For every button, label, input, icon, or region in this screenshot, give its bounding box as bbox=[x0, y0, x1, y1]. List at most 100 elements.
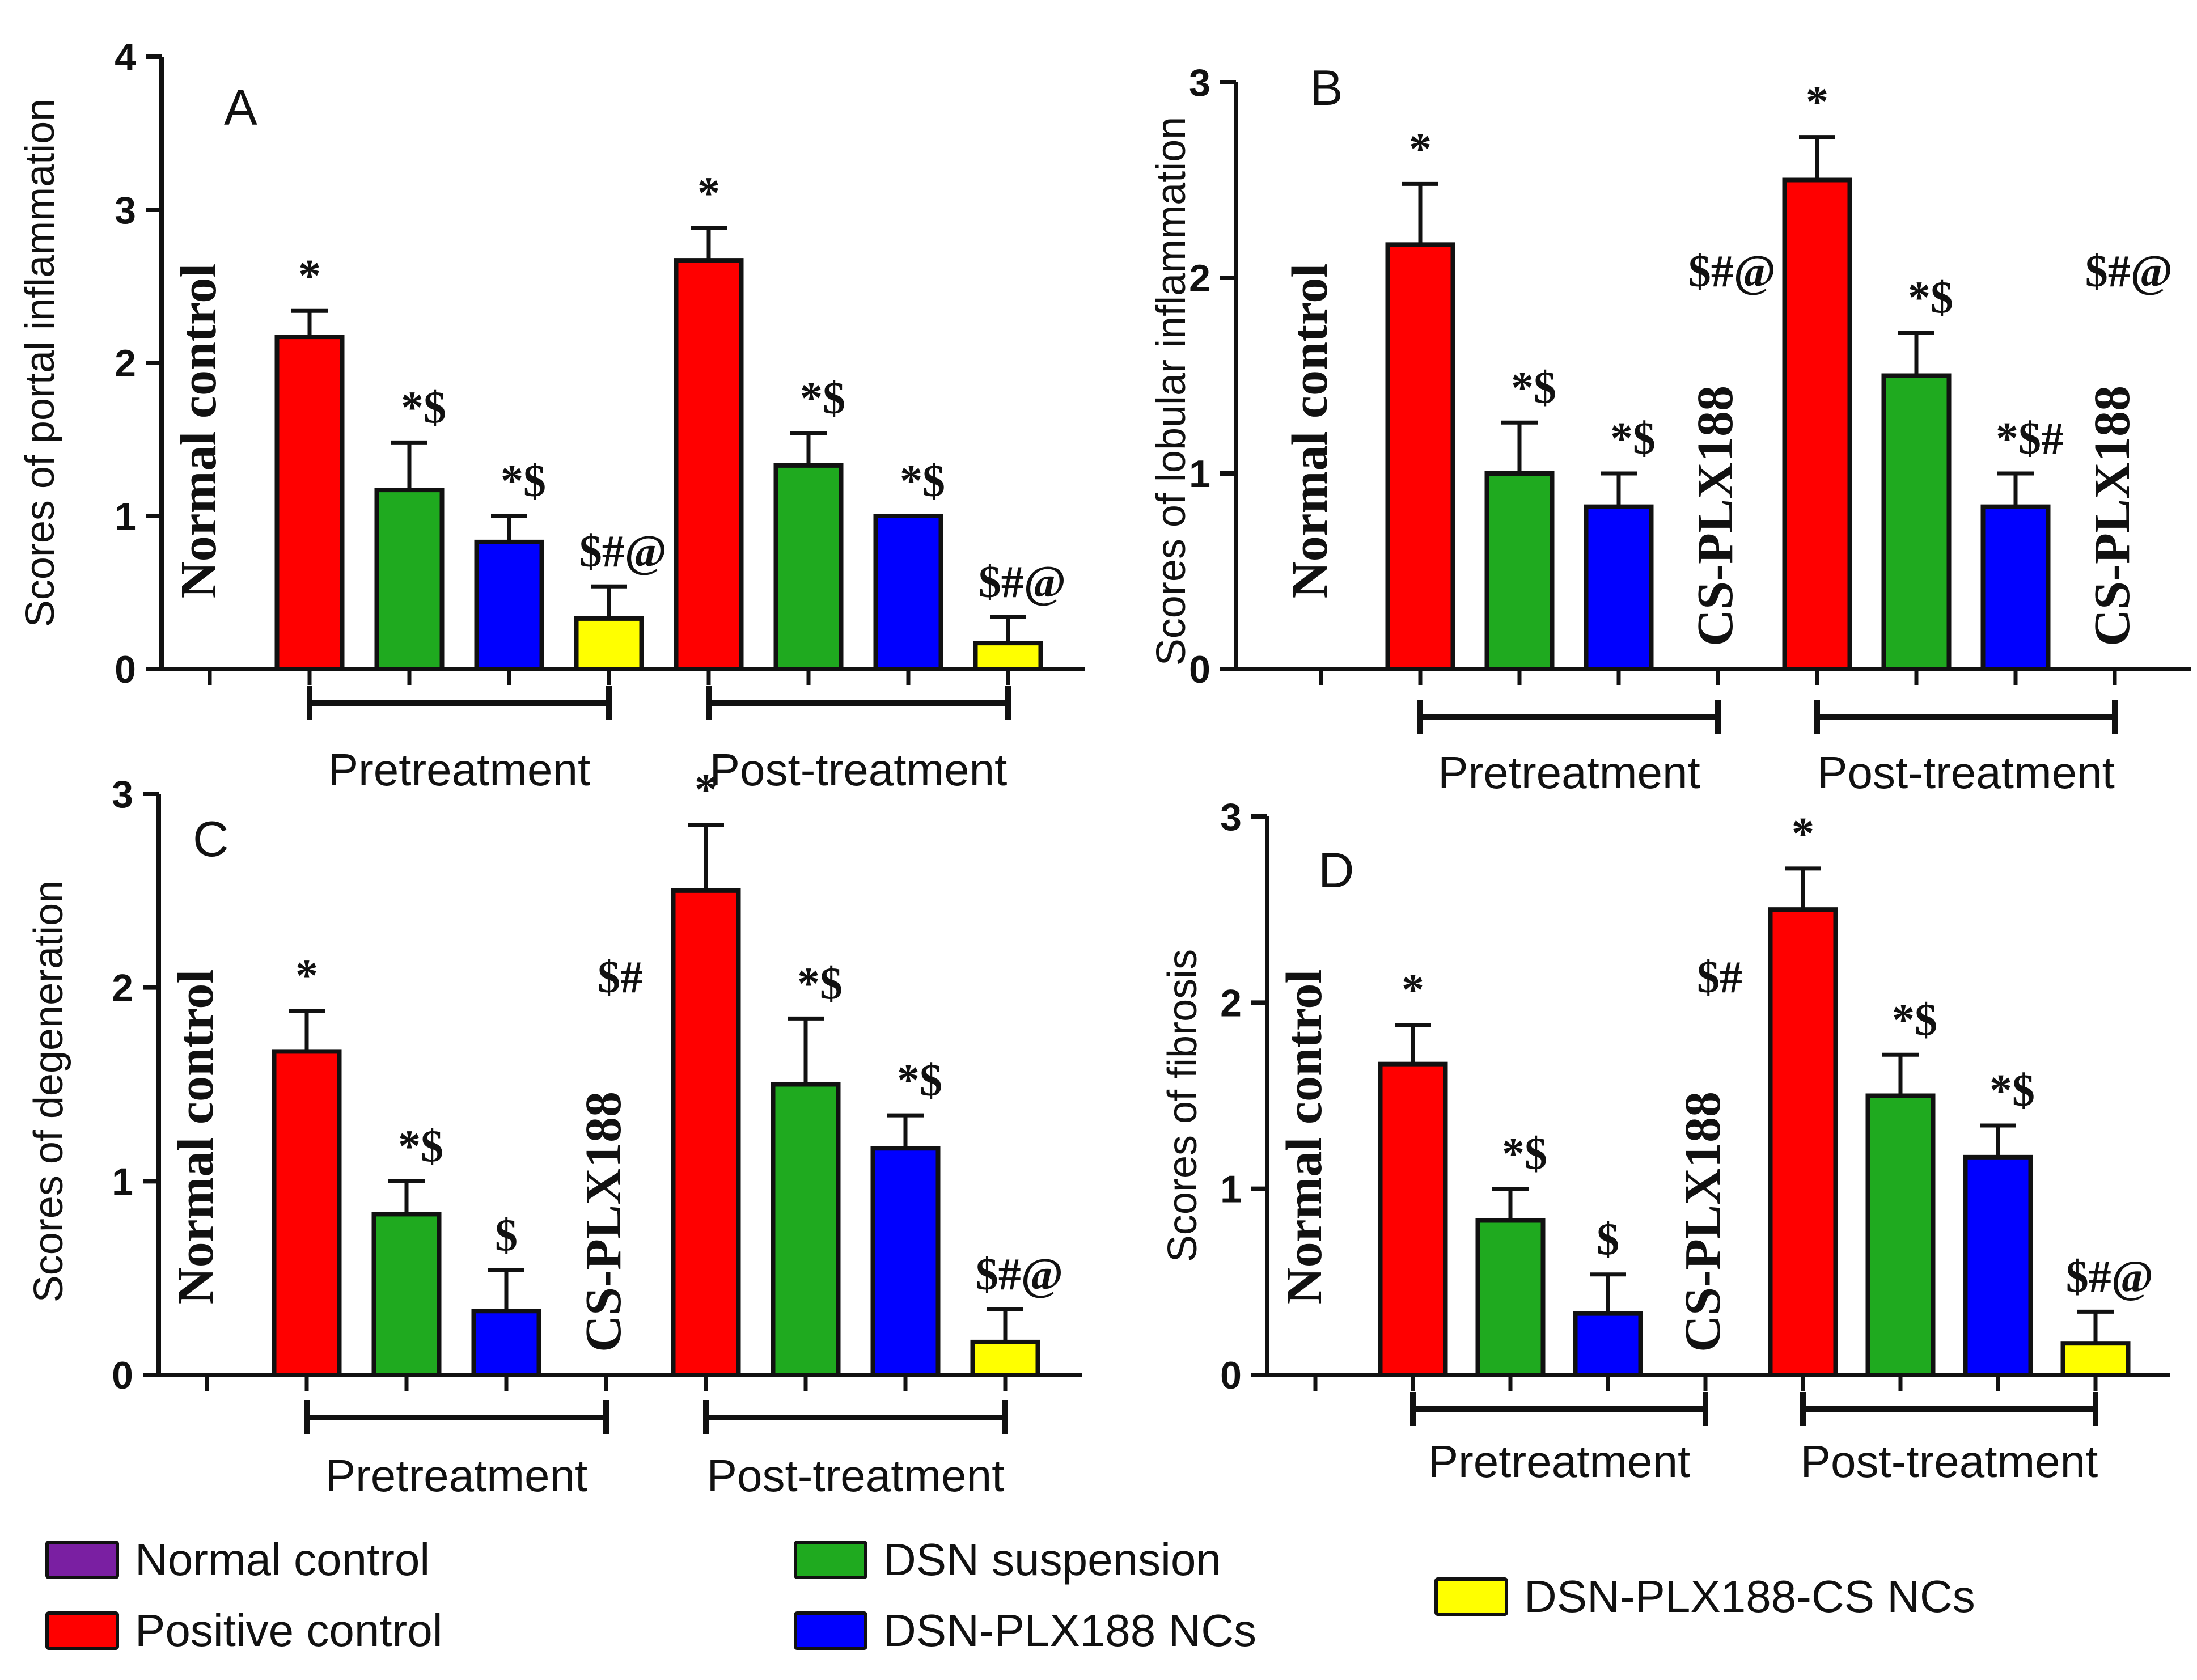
legend-swatch-positive-control bbox=[45, 1611, 119, 1650]
bar-dsn_plx188 bbox=[1584, 504, 1654, 672]
legend-swatch-dsn-plx188-cs bbox=[1434, 1577, 1508, 1616]
y-tick-label: 0 bbox=[1189, 648, 1210, 691]
legend-label-normal-control: Normal control bbox=[135, 1534, 430, 1585]
bar-dsn_plx188 bbox=[873, 514, 943, 671]
y-tick-label: 1 bbox=[115, 495, 136, 538]
significance-label: *$ bbox=[501, 456, 546, 506]
significance-label: * bbox=[295, 951, 318, 1001]
bar-dsn_suspension bbox=[1865, 1093, 1936, 1377]
significance-label: * bbox=[697, 168, 720, 218]
group-label: Post-treatment bbox=[1801, 1436, 2098, 1487]
group-label: Pretreatment bbox=[1438, 747, 1700, 798]
legend-item-normal-control: Normal control bbox=[45, 1534, 430, 1586]
y-tick-label: 3 bbox=[115, 189, 136, 232]
significance-label: * bbox=[1402, 966, 1424, 1015]
cs-plx188-label: CS-PLX188 bbox=[1687, 386, 1743, 646]
bar-positive_control bbox=[274, 335, 345, 671]
bar-dsn_plx188 bbox=[870, 1146, 941, 1377]
bar-dsn_suspension bbox=[773, 463, 844, 672]
group-label: Pretreatment bbox=[328, 744, 590, 795]
normal-control-label: Normal control bbox=[168, 970, 224, 1305]
legend-swatch-normal-control bbox=[45, 1541, 119, 1579]
bar-positive_control bbox=[671, 888, 741, 1378]
significance-label: $# bbox=[1697, 953, 1742, 1002]
y-axis-label: Scores of lobular inflammation bbox=[1149, 117, 1194, 666]
group-label: Post-treatment bbox=[710, 744, 1008, 795]
y-tick-label: 2 bbox=[115, 342, 136, 385]
y-tick-label: 1 bbox=[1189, 452, 1210, 496]
significance-label: $#@ bbox=[1688, 247, 1776, 297]
panel-b: 0 1 2 3 Scores of lobular inflammation B Norma… bbox=[1149, 60, 2191, 798]
bar-dsn_suspension bbox=[371, 1212, 442, 1378]
bar-dsn_plx188 bbox=[1980, 504, 2051, 672]
panel-letter: C bbox=[193, 811, 229, 867]
y-tick-label: 0 bbox=[115, 648, 136, 691]
panel-c: 0 1 2 3 Scores of degeneration C Normal contro… bbox=[26, 765, 1082, 1501]
y-axis-label: Scores of portal inflammation bbox=[18, 99, 63, 627]
significance-label: $ bbox=[495, 1211, 518, 1261]
y-tick-label: 1 bbox=[1220, 1168, 1242, 1211]
bar-dsn_plx188_cs bbox=[2060, 1341, 2131, 1378]
significance-label: *$ bbox=[1610, 414, 1656, 464]
cs-plx188-label: CS-PLX188 bbox=[1675, 1091, 1731, 1352]
legend-item-dsn-suspension: DSN suspension bbox=[794, 1534, 1221, 1586]
y-tick-label: 0 bbox=[1220, 1354, 1242, 1397]
significance-label: *$ bbox=[897, 1056, 942, 1106]
bar-dsn_suspension bbox=[1475, 1218, 1546, 1378]
significance-label: * bbox=[1792, 809, 1814, 859]
y-tick-label: 4 bbox=[115, 36, 136, 79]
legend-swatch-dsn-plx188 bbox=[794, 1611, 867, 1650]
bar-dsn_plx188_cs bbox=[970, 1339, 1040, 1378]
group-label: Pretreatment bbox=[325, 1450, 587, 1501]
significance-label: * bbox=[298, 251, 321, 301]
normal-control-label: Normal control bbox=[171, 264, 227, 599]
normal-control-label: Normal control bbox=[1282, 264, 1338, 599]
bar-dsn_suspension bbox=[771, 1082, 841, 1377]
cs-plx188-label: CS-PLX188 bbox=[2084, 386, 2140, 646]
y-tick-label: 3 bbox=[1220, 795, 1242, 839]
bar-dsn_plx188 bbox=[1573, 1311, 1643, 1377]
y-tick-label: 2 bbox=[112, 967, 133, 1010]
legend-item-dsn-plx188: DSN-PLX188 NCs bbox=[794, 1605, 1256, 1657]
bar-dsn_suspension bbox=[1881, 373, 1952, 671]
y-axis-label: Scores of degeneration bbox=[26, 881, 71, 1303]
bar-positive_control bbox=[272, 1049, 342, 1377]
legend-label-positive-control: Positive control bbox=[135, 1605, 443, 1656]
bar-positive_control bbox=[1768, 907, 1838, 1377]
panel-letter: A bbox=[224, 79, 257, 136]
panel-letter: D bbox=[1318, 842, 1354, 898]
significance-label: $#@ bbox=[976, 1250, 1063, 1300]
group-label: Post-treatment bbox=[1817, 747, 2115, 798]
significance-label: * bbox=[695, 765, 717, 815]
y-tick-label: 1 bbox=[112, 1160, 133, 1203]
legend-label-dsn-plx188-cs: DSN-PLX188-CS NCs bbox=[1524, 1571, 1975, 1622]
panel-letter: B bbox=[1310, 60, 1343, 116]
y-tick-label: 2 bbox=[1220, 981, 1242, 1025]
y-tick-label: 3 bbox=[1189, 61, 1210, 104]
normal-control-label: Normal control bbox=[1276, 970, 1332, 1305]
significance-label: *$ bbox=[800, 374, 845, 424]
significance-label: *$ bbox=[1908, 273, 1953, 323]
bar-positive_control bbox=[1385, 242, 1455, 672]
significance-label: * bbox=[1806, 78, 1828, 128]
group-label: Post-treatment bbox=[707, 1450, 1005, 1501]
significance-label: *$ bbox=[1892, 995, 1937, 1045]
bar-dsn_plx188 bbox=[471, 1309, 541, 1377]
significance-label: *$ bbox=[1502, 1129, 1547, 1179]
significance-label: *$ bbox=[1511, 363, 1556, 413]
significance-label: $# bbox=[598, 953, 643, 1002]
y-tick-label: 3 bbox=[112, 773, 133, 816]
legend: Normal control Positive control DSN susp… bbox=[0, 1508, 2197, 1678]
significance-label: $ bbox=[1597, 1215, 1619, 1265]
group-label: Pretreatment bbox=[1428, 1436, 1690, 1487]
significance-label: *$ bbox=[1989, 1066, 2035, 1116]
panel-a: 0 1 2 3 4 Scores of portal inflammation A Norma… bbox=[18, 36, 1085, 795]
legend-swatch-dsn-suspension bbox=[794, 1541, 867, 1579]
bar-positive_control bbox=[674, 258, 744, 672]
significance-label: $#@ bbox=[2085, 247, 2173, 297]
cs-plx188-label: CS-PLX188 bbox=[575, 1091, 632, 1352]
significance-label: $#@ bbox=[2066, 1252, 2153, 1302]
significance-label: *$ bbox=[900, 456, 945, 506]
bar-dsn_plx188_cs bbox=[973, 641, 1043, 671]
bar-dsn_plx188 bbox=[1963, 1154, 2033, 1377]
